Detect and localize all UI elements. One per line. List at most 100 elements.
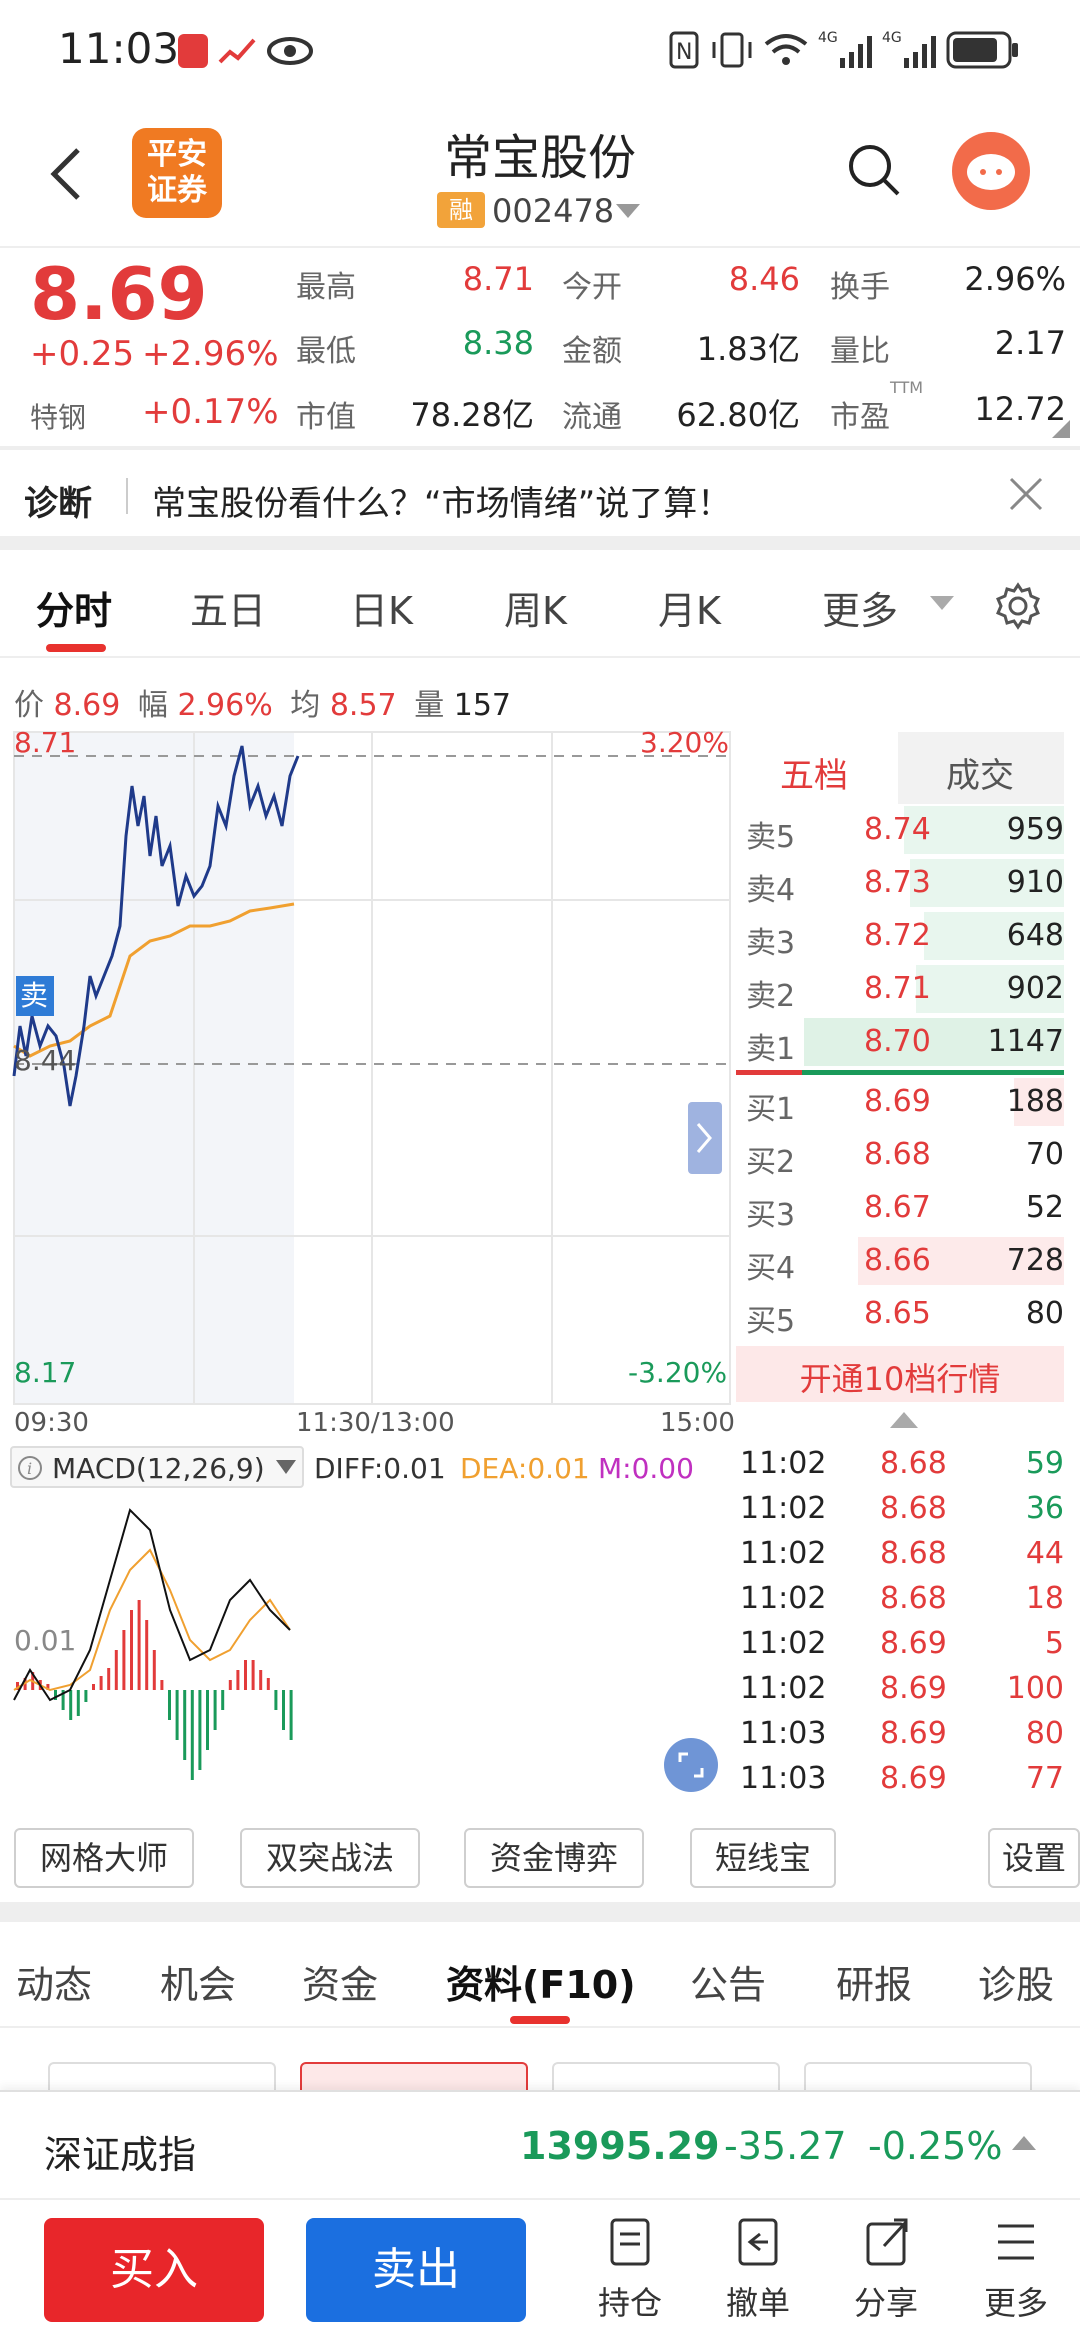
macd-bar — [76, 1690, 80, 1716]
info-icon[interactable]: i — [16, 1454, 44, 1482]
section-tab[interactable]: 资金 — [302, 1963, 379, 2007]
macd-m: M:0.00 — [598, 1452, 694, 1485]
intraday-chart[interactable] — [0, 726, 736, 1406]
chat-bubble-icon — [967, 154, 1015, 190]
ask-volume-bar — [916, 965, 1064, 1013]
subtab-4[interactable] — [804, 2062, 1032, 2102]
tab-2[interactable]: 日K — [350, 589, 413, 633]
price-change: +0.25 — [30, 334, 135, 374]
tab-five-levels[interactable]: 五档 — [780, 756, 848, 796]
bid-label: 买1 — [746, 1092, 796, 1127]
ask-volume: 959 — [1006, 812, 1064, 847]
quote-label: 市盈 — [830, 400, 890, 435]
notice-bottom-divider — [0, 536, 1080, 550]
upgrade-banner[interactable]: 开通10档行情 — [736, 1346, 1064, 1402]
share-tool[interactable]: 分享 — [836, 2214, 936, 2324]
expand-up-icon[interactable] — [1012, 2136, 1036, 2152]
section-active-indicator — [510, 2016, 570, 2024]
stock-name: 常宝股份 — [443, 130, 636, 186]
tab-4[interactable]: 月K — [658, 589, 721, 633]
cancel-order-tool[interactable]: 撤单 — [708, 2214, 808, 2324]
diagnosis-text[interactable]: 常宝股份看什么？“市场情绪”说了算！ — [152, 484, 732, 524]
section-tab[interactable]: 机会 — [160, 1963, 237, 2007]
ask-volume-bar — [910, 859, 1064, 907]
tab-5[interactable]: 更多 — [822, 589, 899, 633]
close-icon[interactable] — [1008, 476, 1044, 512]
section-tab[interactable]: 公告 — [690, 1963, 767, 2007]
more-tool[interactable]: 更多 — [966, 2214, 1066, 2324]
search-icon[interactable] — [846, 142, 902, 198]
bid-price: 8.69 — [864, 1084, 931, 1119]
code-dropdown-icon[interactable] — [616, 204, 640, 220]
stock-code[interactable]: 002478 — [492, 192, 615, 230]
macd-dea-line — [13, 1548, 291, 1692]
gear-icon[interactable] — [994, 582, 1042, 630]
bid-price: 8.66 — [864, 1243, 931, 1278]
tab-trades[interactable]: 成交 — [946, 756, 1014, 796]
macd-dropdown-icon — [276, 1460, 296, 1474]
collapse-up-icon[interactable] — [890, 1412, 918, 1430]
tool-button[interactable]: 网格大师 — [14, 1828, 194, 1888]
fullscreen-button[interactable] — [664, 1738, 718, 1792]
app-notification-icon — [178, 34, 208, 68]
signal-4g-icon: 4G — [818, 30, 872, 68]
back-arrow-icon[interactable] — [46, 146, 86, 202]
macd-bar — [130, 1610, 133, 1690]
tab-3[interactable]: 周K — [504, 589, 567, 633]
quote-value: 8.71 — [462, 260, 534, 298]
section-tab[interactable]: 动态 — [16, 1963, 93, 2007]
tab-1[interactable]: 五日 — [190, 589, 267, 633]
section-tab[interactable]: 研报 — [836, 1963, 913, 2007]
eye-icon — [267, 37, 313, 65]
quote-value: 78.28亿 — [410, 396, 534, 434]
trade-price: 8.69 — [880, 1716, 947, 1751]
tool-button[interactable]: 设置 — [988, 1828, 1080, 1888]
upgrade-text[interactable]: 开通10档行情 — [799, 1360, 1001, 1398]
macd-dea: DEA:0.01 — [460, 1452, 590, 1485]
expand-orderbook-button[interactable] — [688, 1102, 722, 1174]
macd-bar — [175, 1690, 179, 1740]
trade-volume: 44 — [1025, 1536, 1064, 1571]
assistant-avatar[interactable] — [952, 132, 1030, 210]
corner-expand-icon[interactable] — [1052, 420, 1070, 438]
active-tab-indicator — [46, 644, 106, 652]
section-tab[interactable]: 资料(F10) — [446, 1963, 636, 2007]
trade-volume: 80 — [1025, 1716, 1064, 1751]
clock: 11:03 — [58, 24, 180, 73]
info-avg: 8.57 — [329, 688, 397, 723]
diagnosis-banner[interactable]: 诊断 常宝股份看什么？“市场情绪”说了算！ — [0, 450, 1080, 540]
info-line: 价 8.69 幅 2.96% 均 8.57 量 157 — [14, 680, 511, 724]
quote-label: 市值 — [296, 400, 356, 435]
sell-button[interactable]: 卖出 — [306, 2218, 526, 2322]
trade-price: 8.69 — [880, 1671, 947, 1706]
subtab-1[interactable] — [48, 2062, 276, 2102]
trade-time: 11:02 — [740, 1491, 827, 1526]
tool-button[interactable]: 资金博弈 — [464, 1828, 644, 1888]
sector-label[interactable]: 特钢 — [30, 401, 87, 434]
holdings-tool[interactable]: 持仓 — [580, 2214, 680, 2324]
section-tab[interactable]: 诊股 — [978, 1963, 1055, 2007]
sell-marker[interactable] — [16, 976, 54, 1016]
macd-selector[interactable]: i MACD(12,26,9) — [10, 1446, 304, 1488]
trade-price: 8.69 — [880, 1761, 947, 1796]
trade-price: 8.69 — [880, 1626, 947, 1661]
info-price-label: 价 — [14, 688, 44, 723]
bid-label: 买2 — [746, 1145, 796, 1180]
tool-button[interactable]: 双突战法 — [240, 1828, 420, 1888]
ask-label: 卖1 — [746, 1032, 796, 1067]
subtab-3[interactable] — [552, 2062, 780, 2102]
quote-value: 1.83亿 — [696, 330, 800, 368]
more-dropdown-icon[interactable] — [930, 596, 954, 612]
tool-button[interactable]: 短线宝 — [690, 1828, 836, 1888]
tab-0[interactable]: 分时 — [36, 589, 113, 633]
index-bar[interactable]: 深证成指 13995.29 -35.27 -0.25% — [0, 2090, 1080, 2200]
macd-bar — [206, 1690, 209, 1750]
trade-time: 11:02 — [740, 1581, 827, 1616]
buy-button[interactable]: 买入 — [44, 2218, 264, 2322]
ask-label: 卖2 — [746, 979, 796, 1014]
macd-bar — [152, 1650, 156, 1690]
trade-price: 8.68 — [880, 1491, 947, 1526]
bid-label: 买3 — [746, 1198, 796, 1233]
quote-label: 金额 — [562, 334, 622, 369]
quote-label: 今开 — [562, 270, 622, 305]
